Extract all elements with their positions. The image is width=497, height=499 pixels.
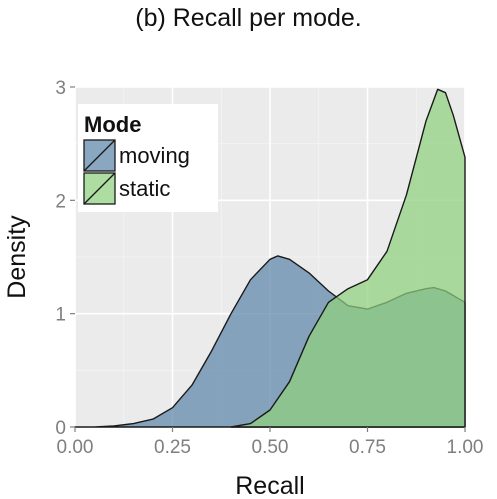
- y-tick-label: 3: [55, 78, 66, 99]
- y-tick-label: 0: [55, 418, 66, 439]
- x-tick-label: 0.25: [154, 437, 191, 458]
- x-tick-label: 0.50: [252, 437, 289, 458]
- series-layer: [74, 88, 466, 428]
- x-tick-label: 0.75: [349, 437, 386, 458]
- x-axis-title: Recall: [235, 472, 304, 499]
- y-tick-label: 1: [55, 305, 66, 326]
- x-tick-label: 1.00: [447, 437, 484, 458]
- y-axis-title: Density: [3, 215, 31, 299]
- chart-caption: (b) Recall per mode.: [135, 4, 362, 32]
- legend-label-static: static: [119, 176, 170, 201]
- x-tick-label: 0.00: [57, 437, 94, 458]
- y-tick-label: 2: [55, 191, 66, 212]
- legend: Mode moving static: [78, 104, 218, 212]
- density-area-static: [230, 88, 466, 428]
- legend-title: Mode: [84, 112, 141, 137]
- legend-key-slash: [83, 139, 116, 172]
- legend-label-moving: moving: [119, 143, 190, 168]
- axes: 0.00 0.25 0.50 0.75 1.00 0 1 2 3: [55, 78, 483, 458]
- legend-key-slash: [83, 172, 116, 205]
